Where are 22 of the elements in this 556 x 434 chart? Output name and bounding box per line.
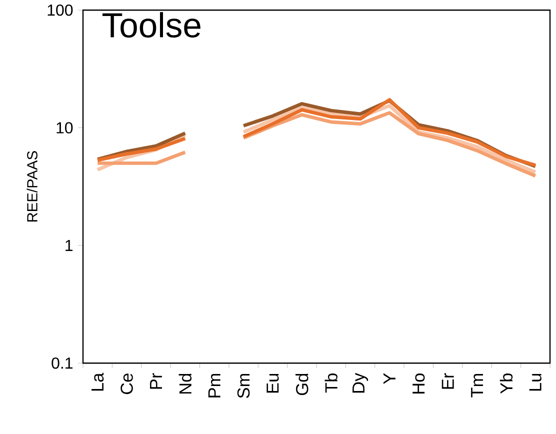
x-tick-label: Yb bbox=[500, 373, 513, 394]
x-tick-label: Nd bbox=[178, 374, 192, 394]
x-tick-label: Gd bbox=[296, 374, 308, 395]
x-tick-label: Sm bbox=[237, 374, 250, 398]
y-axis-title: REE/PAAS bbox=[26, 151, 38, 222]
x-tick-label: Tb bbox=[324, 373, 338, 393]
x-tick-label: Ce bbox=[120, 374, 133, 394]
x-tick-label: Pm bbox=[208, 374, 220, 398]
x-tick-label: Pr bbox=[150, 373, 162, 389]
y-tick-label: 100 bbox=[48, 4, 73, 16]
chart-title: Toolse bbox=[102, 12, 200, 38]
x-tick-label: Eu bbox=[266, 374, 279, 393]
y-tick-label: 10 bbox=[56, 122, 73, 134]
x-tick-label: Ho bbox=[412, 373, 425, 394]
x-tick-label: Tm bbox=[471, 374, 483, 398]
y-tick-label: 1 bbox=[66, 240, 73, 251]
y-tick-label: 0.1 bbox=[52, 357, 73, 369]
x-tick-label: Er bbox=[442, 373, 454, 389]
x-tick-label: Y bbox=[384, 373, 396, 384]
x-tick-label: Lu bbox=[529, 374, 542, 391]
x-tick-label: La bbox=[92, 372, 104, 391]
x-tick-label: Dy bbox=[352, 372, 368, 393]
